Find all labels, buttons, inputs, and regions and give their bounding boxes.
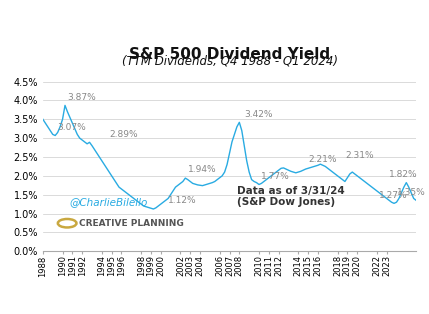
Text: 1.94%: 1.94%	[188, 165, 216, 174]
Text: 3.42%: 3.42%	[244, 110, 273, 119]
Text: 1.12%: 1.12%	[168, 196, 197, 205]
Title: S&P 500 Dividend Yield: S&P 500 Dividend Yield	[129, 47, 330, 62]
Text: 1.77%: 1.77%	[261, 172, 290, 181]
Text: 2.21%: 2.21%	[308, 155, 337, 164]
Text: 3.87%: 3.87%	[67, 93, 96, 102]
Text: CREATIVE PLANNING: CREATIVE PLANNING	[79, 219, 184, 228]
Text: 2.31%: 2.31%	[345, 151, 374, 160]
Text: 1.27%: 1.27%	[379, 191, 408, 200]
Text: 1.82%: 1.82%	[389, 170, 418, 179]
Text: 2.89%: 2.89%	[109, 130, 138, 138]
Text: (TTM Dividends, Q4 1988 - Q1 2024): (TTM Dividends, Q4 1988 - Q1 2024)	[121, 55, 338, 68]
Text: Data as of 3/31/24
(S&P Dow Jones): Data as of 3/31/24 (S&P Dow Jones)	[237, 186, 345, 207]
Text: @CharlieBilello: @CharlieBilello	[69, 197, 148, 207]
Text: 1.35%: 1.35%	[396, 187, 425, 197]
Text: 3.07%: 3.07%	[57, 123, 86, 132]
